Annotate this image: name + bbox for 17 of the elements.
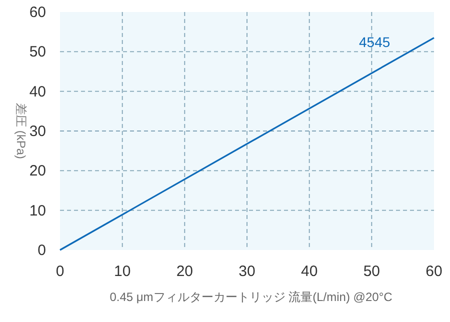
x-tick-label: 0 xyxy=(56,263,64,280)
x-tick-label: 10 xyxy=(114,263,131,280)
y-axis-title: 差圧 (kPa) xyxy=(14,102,28,160)
series-label: 4545 xyxy=(359,34,390,50)
x-tick-label: 30 xyxy=(238,263,256,280)
y-tick-label: 10 xyxy=(29,202,46,220)
y-tick-label: 40 xyxy=(29,83,46,100)
x-tick-label: 50 xyxy=(363,263,380,280)
x-axis-title: 0.45 μmフィルターカートリッジ 流量(L/min) @20°C xyxy=(110,290,393,304)
y-tick-label: 60 xyxy=(29,4,46,21)
y-tick-label: 50 xyxy=(29,44,46,61)
y-tick-label: 20 xyxy=(29,162,46,180)
x-tick-label: 60 xyxy=(426,263,442,280)
x-tick-label: 20 xyxy=(176,263,194,280)
x-tick-label: 40 xyxy=(300,263,318,280)
y-tick-label: 0 xyxy=(38,242,46,259)
y-tick-label: 30 xyxy=(29,123,46,140)
